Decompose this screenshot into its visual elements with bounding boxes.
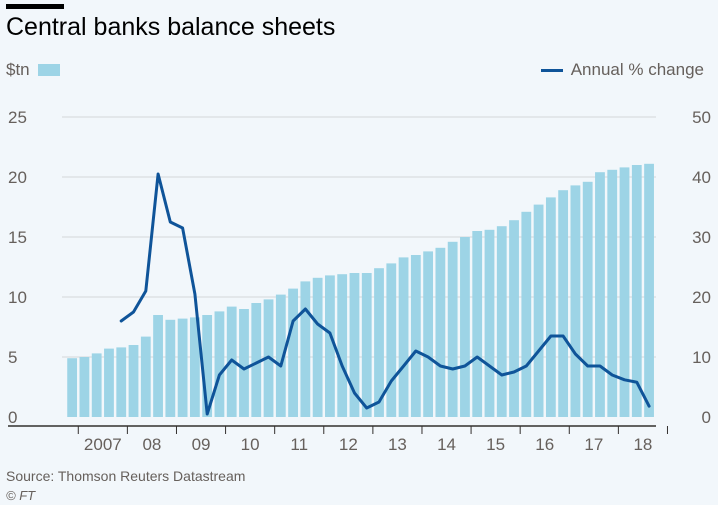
x-axis — [8, 425, 668, 434]
bar — [545, 197, 556, 417]
right-tick-label: 50 — [692, 108, 711, 127]
bar — [239, 309, 249, 417]
chart-title: Central banks balance sheets — [6, 13, 336, 41]
bar — [202, 315, 213, 417]
x-tick-label: 13 — [388, 435, 407, 454]
right-tick-label: 30 — [692, 228, 711, 247]
left-tick-label: 15 — [8, 228, 27, 247]
left-tick-label: 0 — [8, 408, 17, 427]
bar — [325, 275, 335, 417]
bar — [496, 226, 507, 417]
right-tick-label: 0 — [702, 408, 711, 427]
legend-line: Annual % change — [540, 60, 704, 80]
bar — [509, 220, 519, 417]
legend-bars: $tn — [6, 60, 60, 80]
bar — [521, 211, 532, 417]
x-tick-label: 09 — [192, 435, 211, 454]
x-tick-label: 15 — [486, 435, 505, 454]
bar — [398, 257, 409, 417]
bar — [275, 294, 286, 417]
bar — [582, 181, 593, 417]
ft-top-rule — [6, 4, 64, 9]
bar — [104, 348, 114, 417]
bar — [91, 353, 102, 417]
bar — [631, 165, 642, 417]
x-tick-label: 18 — [633, 435, 652, 454]
bar — [153, 315, 163, 417]
bar — [140, 336, 151, 417]
bar — [423, 251, 434, 417]
x-tick-label: 12 — [339, 435, 358, 454]
legend-bars-swatch — [37, 64, 60, 76]
x-tick-label: 11 — [290, 435, 308, 454]
right-tick-label: 40 — [692, 168, 711, 187]
x-tick-label: 16 — [535, 435, 554, 454]
x-tick-label: 14 — [437, 435, 456, 454]
bar — [337, 274, 348, 417]
right-tick-label: 20 — [692, 288, 711, 307]
bar — [460, 237, 470, 417]
left-tick-label: 20 — [8, 168, 27, 187]
bar — [644, 163, 654, 417]
bar — [165, 319, 176, 417]
bar — [619, 167, 630, 417]
bar-series — [67, 163, 654, 417]
bar — [607, 169, 618, 417]
bar — [67, 358, 78, 417]
bar — [349, 273, 360, 417]
bar — [484, 229, 495, 417]
annual-change-line — [119, 172, 651, 416]
bar — [251, 303, 262, 417]
bar — [288, 288, 298, 417]
ft-credit: © FT — [6, 488, 36, 503]
bar — [189, 317, 200, 417]
bar — [472, 231, 483, 417]
left-tick-label: 25 — [8, 108, 27, 127]
bar — [447, 241, 458, 417]
left-tick-label: 10 — [8, 288, 27, 307]
line-series — [119, 172, 651, 416]
bar — [361, 273, 372, 417]
bar — [533, 204, 544, 417]
bar — [570, 185, 581, 417]
bar — [312, 277, 323, 417]
bar — [386, 263, 397, 417]
legend-bars-label: $tn — [6, 60, 30, 79]
bar — [558, 190, 569, 417]
bar — [300, 281, 311, 417]
legend-line-swatch — [540, 68, 563, 72]
bar — [116, 347, 127, 417]
x-tick-label: 10 — [241, 435, 260, 454]
left-tick-label: 5 — [8, 348, 17, 367]
bar — [595, 172, 605, 417]
bar — [214, 311, 225, 417]
source-note: Source: Thomson Reuters Datastream — [6, 468, 246, 484]
bar — [410, 255, 421, 417]
bar — [79, 357, 90, 417]
bar — [177, 318, 188, 417]
legend-line-label: Annual % change — [570, 60, 704, 79]
right-tick-label: 10 — [692, 348, 711, 367]
bar — [374, 268, 384, 417]
bar — [435, 247, 446, 417]
x-tick-label: 08 — [142, 435, 161, 454]
bar — [128, 345, 139, 417]
x-tick-label: 17 — [584, 435, 603, 454]
x-tick-label: 2007 — [84, 435, 122, 454]
